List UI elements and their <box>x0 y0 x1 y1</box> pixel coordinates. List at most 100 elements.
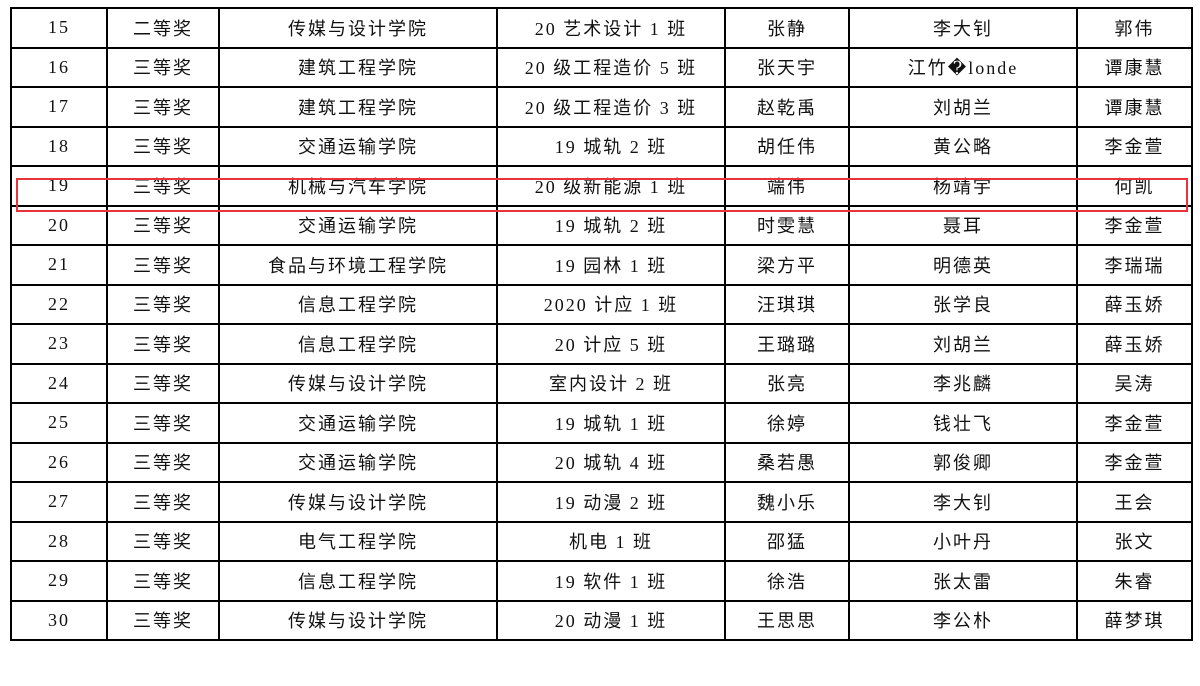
row-number-cell: 18 <box>10 125 108 167</box>
advisor-name-cell: 谭康慧 <box>1076 46 1193 88</box>
award-level-cell: 三等奖 <box>106 323 220 365</box>
character-name-cell: 李大钊 <box>848 481 1078 523</box>
class-name-cell: 19 软件 1 班 <box>496 560 726 602</box>
class-name-cell: 室内设计 2 班 <box>496 362 726 404</box>
college-cell: 交通运输学院 <box>218 125 498 167</box>
character-name-cell: 郭俊卿 <box>848 441 1078 483</box>
row-number-cell: 27 <box>10 481 108 523</box>
award-table-body: 15 二等奖 传媒与设计学院 20 艺术设计 1 班张静 李大钊 郭伟 16 三等奖 建筑工程学… <box>10 7 1193 641</box>
student-name-cell: 张天宇 <box>724 46 850 88</box>
row-number-cell: 26 <box>10 441 108 483</box>
character-name-cell: 黄公略 <box>848 125 1078 167</box>
character-name-cell: 江竹�londe <box>848 46 1078 88</box>
row-number-cell: 17 <box>10 86 108 128</box>
award-level-cell: 三等奖 <box>106 441 220 483</box>
table-row: 19 三等奖 机械与汽车学院 20 级新能源 1 班端伟 杨靖宇 何凯 <box>10 165 1193 207</box>
row-number-cell: 29 <box>10 560 108 602</box>
class-name-cell: 19 城轨 2 班 <box>496 204 726 246</box>
advisor-name-cell: 李金萱 <box>1076 125 1193 167</box>
character-name-cell: 明德英 <box>848 244 1078 286</box>
table-row: 29 三等奖 信息工程学院 19 软件 1 班徐浩 张太雷 朱睿 <box>10 560 1193 602</box>
student-name-cell: 邵猛 <box>724 520 850 562</box>
advisor-name-cell: 何凯 <box>1076 165 1193 207</box>
table-row: 30 三等奖 传媒与设计学院 20 动漫 1 班王思思 李公朴 薛梦琪 <box>10 599 1193 641</box>
college-cell: 传媒与设计学院 <box>218 362 498 404</box>
class-name-cell: 20 计应 5 班 <box>496 323 726 365</box>
college-cell: 信息工程学院 <box>218 560 498 602</box>
student-name-cell: 汪琪琪 <box>724 283 850 325</box>
college-cell: 建筑工程学院 <box>218 46 498 88</box>
award-table: 15 二等奖 传媒与设计学院 20 艺术设计 1 班张静 李大钊 郭伟 16 三等奖 建筑工程学… <box>10 7 1193 641</box>
character-name-cell: 李公朴 <box>848 599 1078 641</box>
award-level-cell: 三等奖 <box>106 599 220 641</box>
character-name-cell: 李大钊 <box>848 7 1078 49</box>
table-row: 24 三等奖 传媒与设计学院 室内设计 2 班张亮 李兆麟 吴涛 <box>10 362 1193 404</box>
award-level-cell: 三等奖 <box>106 560 220 602</box>
character-name-cell: 杨靖宇 <box>848 165 1078 207</box>
table-row: 17 三等奖 建筑工程学院 20 级工程造价 3 班赵乾禹 刘胡兰 谭康慧 <box>10 86 1193 128</box>
row-number-cell: 28 <box>10 520 108 562</box>
row-number-cell: 22 <box>10 283 108 325</box>
student-name-cell: 赵乾禹 <box>724 86 850 128</box>
college-cell: 食品与环境工程学院 <box>218 244 498 286</box>
award-level-cell: 三等奖 <box>106 283 220 325</box>
class-name-cell: 20 级工程造价 5 班 <box>496 46 726 88</box>
row-number-cell: 25 <box>10 402 108 444</box>
table-row: 23 三等奖 信息工程学院 20 计应 5 班王璐璐 刘胡兰 薛玉娇 <box>10 323 1193 365</box>
advisor-name-cell: 郭伟 <box>1076 7 1193 49</box>
class-name-cell: 20 级工程造价 3 班 <box>496 86 726 128</box>
class-name-cell: 机电 1 班 <box>496 520 726 562</box>
class-name-cell: 20 艺术设计 1 班 <box>496 7 726 49</box>
class-name-cell: 20 级新能源 1 班 <box>496 165 726 207</box>
award-level-cell: 三等奖 <box>106 244 220 286</box>
advisor-name-cell: 薛梦琪 <box>1076 599 1193 641</box>
table-row: 25 三等奖 交通运输学院 19 城轨 1 班徐婷 钱壮飞 李金萱 <box>10 402 1193 444</box>
award-level-cell: 三等奖 <box>106 362 220 404</box>
advisor-name-cell: 李金萱 <box>1076 204 1193 246</box>
student-name-cell: 梁方平 <box>724 244 850 286</box>
college-cell: 传媒与设计学院 <box>218 7 498 49</box>
award-level-cell: 三等奖 <box>106 125 220 167</box>
character-name-cell: 李兆麟 <box>848 362 1078 404</box>
student-name-cell: 张静 <box>724 7 850 49</box>
college-cell: 传媒与设计学院 <box>218 599 498 641</box>
award-level-cell: 三等奖 <box>106 86 220 128</box>
student-name-cell: 魏小乐 <box>724 481 850 523</box>
row-number-cell: 20 <box>10 204 108 246</box>
award-level-cell: 二等奖 <box>106 7 220 49</box>
table-row: 21 三等奖 食品与环境工程学院 19 园林 1 班梁方平 明德英 李瑞瑞 <box>10 244 1193 286</box>
row-number-cell: 24 <box>10 362 108 404</box>
class-name-cell: 19 园林 1 班 <box>496 244 726 286</box>
character-name-cell: 张太雷 <box>848 560 1078 602</box>
advisor-name-cell: 薛玉娇 <box>1076 323 1193 365</box>
row-number-cell: 21 <box>10 244 108 286</box>
student-name-cell: 端伟 <box>724 165 850 207</box>
college-cell: 电气工程学院 <box>218 520 498 562</box>
row-number-cell: 23 <box>10 323 108 365</box>
character-name-cell: 刘胡兰 <box>848 86 1078 128</box>
advisor-name-cell: 薛玉娇 <box>1076 283 1193 325</box>
award-level-cell: 三等奖 <box>106 481 220 523</box>
row-number-cell: 15 <box>10 7 108 49</box>
college-cell: 交通运输学院 <box>218 204 498 246</box>
student-name-cell: 王思思 <box>724 599 850 641</box>
table-row: 26 三等奖 交通运输学院 20 城轨 4 班桑若愚 郭俊卿 李金萱 <box>10 441 1193 483</box>
character-name-cell: 小叶丹 <box>848 520 1078 562</box>
advisor-name-cell: 朱睿 <box>1076 560 1193 602</box>
college-cell: 信息工程学院 <box>218 323 498 365</box>
student-name-cell: 王璐璐 <box>724 323 850 365</box>
college-cell: 机械与汽车学院 <box>218 165 498 207</box>
advisor-name-cell: 李瑞瑞 <box>1076 244 1193 286</box>
student-name-cell: 桑若愚 <box>724 441 850 483</box>
table-row: 20 三等奖 交通运输学院 19 城轨 2 班时雯慧 聂耳 李金萱 <box>10 204 1193 246</box>
class-name-cell: 19 城轨 2 班 <box>496 125 726 167</box>
row-number-cell: 16 <box>10 46 108 88</box>
table-row: 18 三等奖 交通运输学院 19 城轨 2 班胡任伟 黄公略 李金萱 <box>10 125 1193 167</box>
award-level-cell: 三等奖 <box>106 402 220 444</box>
table-row: 28 三等奖 电气工程学院 机电 1 班邵猛 小叶丹 张文 <box>10 520 1193 562</box>
table-row: 22 三等奖 信息工程学院 2020 计应 1 班汪琪琪 张学良 薛玉娇 <box>10 283 1193 325</box>
student-name-cell: 时雯慧 <box>724 204 850 246</box>
college-cell: 信息工程学院 <box>218 283 498 325</box>
award-level-cell: 三等奖 <box>106 520 220 562</box>
class-name-cell: 20 动漫 1 班 <box>496 599 726 641</box>
